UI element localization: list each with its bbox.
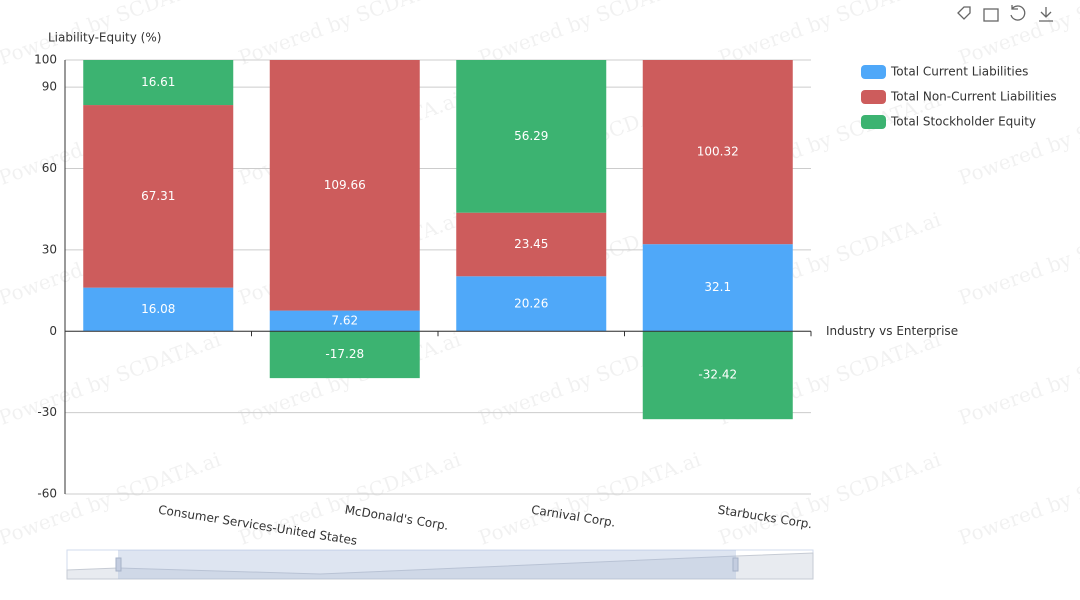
data-label: 16.61 xyxy=(141,75,175,89)
bar-segment xyxy=(456,212,607,277)
watermark: Powered by SCDATA.ai xyxy=(955,327,1080,430)
legend-label: Total Non-Current Liabilities xyxy=(890,90,1057,104)
bar-segment xyxy=(269,60,420,311)
bar-segment xyxy=(83,287,234,332)
legend-swatch xyxy=(861,90,886,104)
legend-swatch xyxy=(861,65,886,79)
bar-segment xyxy=(642,244,793,332)
watermark: Powered by SCDATA.ai xyxy=(955,447,1080,550)
bar-segment xyxy=(456,60,607,213)
y-tick-label: 100 xyxy=(34,53,57,67)
legend-label: Total Current Liabilities xyxy=(890,65,1028,79)
watermark: Powered by SCDATA.ai xyxy=(715,447,943,550)
tag-icon[interactable] xyxy=(957,6,971,20)
watermark: Powered by SCDATA.ai xyxy=(235,0,463,70)
legend-label: Total Stockholder Equity xyxy=(890,115,1036,129)
plot-area xyxy=(83,60,793,420)
data-label: 56.29 xyxy=(514,129,548,143)
watermark: Powered by SCDATA.ai xyxy=(0,327,224,430)
data-label: 67.31 xyxy=(141,189,175,203)
watermark: Powered by SCDATA.ai xyxy=(475,0,703,70)
y-tick-label: 0 xyxy=(49,324,57,338)
table-icon[interactable] xyxy=(983,8,999,22)
bar-segment xyxy=(642,60,793,245)
data-label: 32.1 xyxy=(704,280,731,294)
download-icon[interactable] xyxy=(1039,7,1053,22)
bar-segment xyxy=(83,60,234,106)
bar-segment xyxy=(456,276,607,332)
watermark: Powered by SCDATA.ai xyxy=(0,447,224,550)
bar-segment xyxy=(83,105,234,288)
watermark: Powered by SCDATA.ai xyxy=(475,447,703,550)
y-tick-label: 90 xyxy=(42,80,57,94)
y-tick-label: 60 xyxy=(42,161,57,175)
y-tick-label: -30 xyxy=(37,405,57,419)
y-axis-label: Liability-Equity (%) xyxy=(48,31,161,45)
refresh-icon[interactable] xyxy=(1010,5,1026,21)
watermark: Powered by SCDATA.ai xyxy=(715,0,943,70)
legend-swatch xyxy=(861,115,886,129)
watermark: Powered by SCDATA.ai xyxy=(955,0,1080,70)
bar-segment xyxy=(642,331,793,420)
data-label: 20.26 xyxy=(514,296,548,310)
watermark: Powered by SCDATA.ai xyxy=(955,207,1080,310)
y-tick-label: -60 xyxy=(37,487,57,501)
data-label: -32.42 xyxy=(698,368,737,382)
x-axis-label: Industry vs Enterprise xyxy=(826,324,958,338)
data-zoom[interactable] xyxy=(66,549,814,580)
bar-segment xyxy=(269,331,420,379)
x-tick-label: McDonald's Corp. xyxy=(344,503,450,533)
data-label: 109.66 xyxy=(324,178,366,192)
data-label: 23.45 xyxy=(514,237,548,251)
data-label: 7.62 xyxy=(331,313,358,327)
data-label: 100.32 xyxy=(697,145,739,159)
data-label: 16.08 xyxy=(141,302,175,316)
data-label: -17.28 xyxy=(325,347,364,361)
toolbar xyxy=(957,5,1053,22)
bar-segment xyxy=(269,310,420,332)
y-tick-label: 30 xyxy=(42,242,57,256)
